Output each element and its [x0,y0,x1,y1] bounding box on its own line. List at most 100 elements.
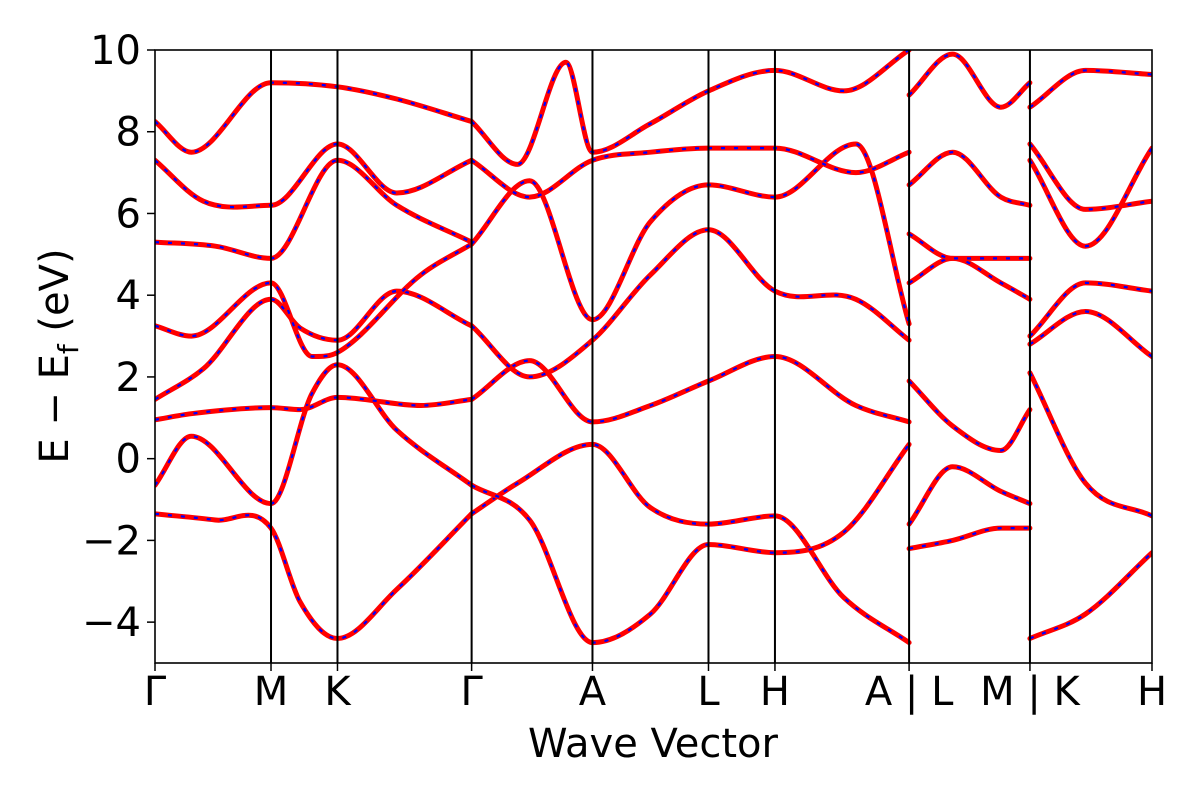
band-line-b20 [906,231,1033,261]
band-series-b23 [1027,550,1152,641]
x-tick-label: H [1137,669,1167,715]
y-tick-label: 8 [116,110,141,156]
band-line-b8 [155,80,475,155]
x-tick-label: H [760,669,790,715]
y-axis-label-unit: (eV) [32,248,78,344]
band-series-b2 [155,362,475,507]
x-axis-label: Wave Vector [528,721,779,767]
band-series-b28 [1027,141,1152,212]
band-line-b21 [906,149,1033,208]
y-tick-label: 10 [90,28,141,74]
band-dash-b24 [1028,372,1152,517]
x-tick-label: A | L [865,669,954,715]
band-series-b10 [469,441,912,646]
band-line-b6 [155,157,475,261]
band-line-b7 [155,141,475,210]
band-dash-b5 [155,243,473,358]
band-line-b19 [906,255,1033,302]
band-dash-b19 [908,257,1031,301]
band-dash-b20 [908,232,1030,260]
band-line-b3 [155,394,475,423]
band-line-b16 [906,525,1033,552]
band-series-b11 [469,354,912,425]
band-series-b9 [469,441,912,646]
y-tick-label: −2 [82,518,141,564]
y-tick-label: 6 [116,191,141,237]
band-dash-b9 [470,443,910,644]
x-tick-label: M | K [980,669,1081,715]
band-series-b4 [155,288,475,402]
band-dash-b4 [155,289,473,401]
band-dash-b26 [1029,281,1152,337]
y-axis-label: E − Ef (eV) [32,248,85,463]
band-dash-b17 [908,465,1031,525]
band-line-b29 [1027,67,1152,110]
band-series-b15 [469,50,912,167]
band-line-b11 [469,354,912,425]
band-dash-b18 [908,380,1031,452]
band-dash-b29 [1029,69,1152,109]
x-tick-label: M [254,669,289,715]
band-series-b24 [1027,370,1152,519]
band-series-b29 [1027,67,1152,110]
band-series-b25 [1027,309,1152,359]
band-series-b8 [155,80,475,155]
band-dash-b28 [1029,143,1152,211]
y-tick-label: 4 [116,273,141,319]
band-series-b14 [469,145,912,200]
band-dash-b2 [155,363,473,505]
band-line-b17 [906,464,1033,527]
band-series-b5 [155,241,475,360]
band-line-b9 [469,441,912,646]
band-series-b12 [469,227,912,380]
band-dash-b25 [1029,310,1152,358]
band-series-b7 [155,141,475,210]
band-dash-b10 [471,443,910,644]
y-tick-label: 2 [116,355,141,401]
kpoint-lines [270,50,1031,663]
band-series-b22 [906,51,1033,110]
band-line-b4 [155,288,475,402]
y-axis-label-main: E − E [32,354,78,464]
x-tick-label: L [697,669,720,715]
band-dash-b3 [155,396,472,421]
band-series-b17 [906,464,1033,527]
band-line-b12 [469,227,912,380]
band-line-b23 [1027,550,1152,641]
band-series-b19 [906,255,1033,302]
x-tick-label: A [579,669,607,715]
band-dash-b15 [470,50,910,166]
band-line-b24 [1027,370,1152,519]
band-series-b16 [906,525,1033,552]
y-axis: −4 −2 0 2 4 6 8 10 [82,28,155,646]
band-series-b3 [155,394,475,423]
band-series-b21 [906,149,1033,208]
band-dash-b14 [471,146,910,199]
band-series-b27 [1027,145,1152,249]
band-dash-b27 [1028,147,1152,248]
bands-layer [155,50,1152,646]
band-line-b1 [155,511,475,641]
band-series-b26 [1027,280,1152,339]
band-dash-b12 [470,228,910,379]
band-dash-b6 [155,159,473,260]
band-line-b22 [906,51,1033,110]
band-dash-b1 [155,512,473,640]
plot-frame [154,49,1153,664]
band-dash-b7 [155,142,473,209]
y-axis-label-sub: f [52,343,85,354]
x-tick-label: K [324,669,352,715]
band-series-b1 [155,511,475,641]
band-line-b2 [155,362,475,507]
band-series-b20 [906,231,1033,261]
x-tick-label: Γ [460,669,483,715]
band-dash-b23 [1029,551,1152,640]
band-series-b18 [906,378,1033,453]
band-dash-b8 [155,81,472,154]
y-tick-label: 0 [116,437,141,483]
band-series-b6 [155,157,475,261]
band-dash-b22 [908,52,1031,109]
